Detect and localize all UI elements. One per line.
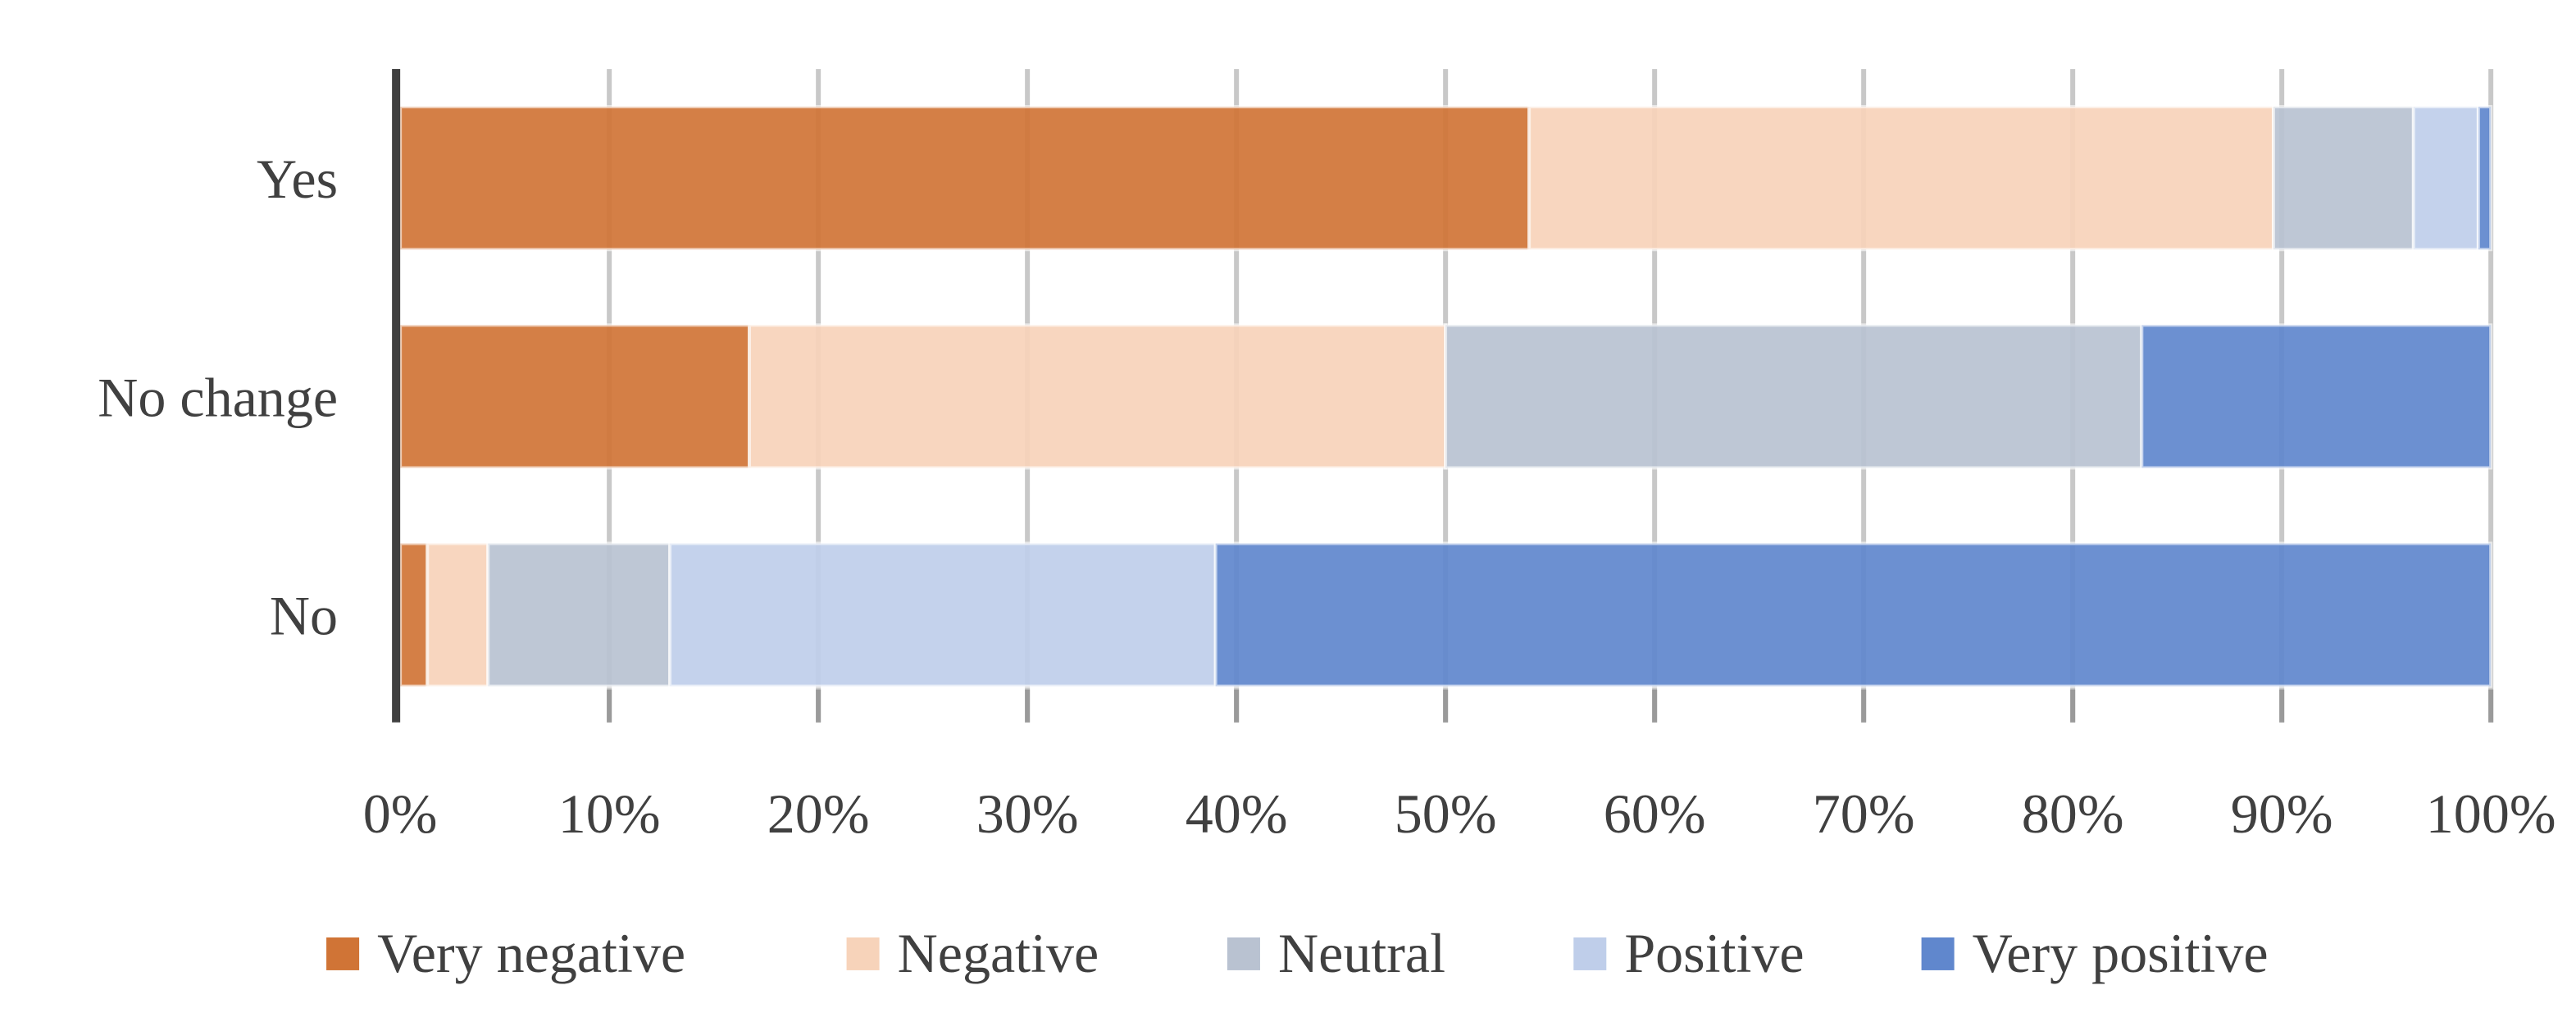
bar-segment-positive: [668, 541, 1217, 688]
legend-swatch: [1573, 937, 1607, 970]
legend-label: Positive: [1624, 922, 1804, 984]
legend-item: Negative: [846, 922, 1099, 984]
x-tick-label: 10%: [558, 782, 661, 845]
x-tick-label: 70%: [1813, 782, 1915, 845]
legend-swatch: [326, 937, 360, 970]
x-tick-labels: 0% 10% 20% 30% 40% 50% 60% 70% 80% 90% 100%: [363, 782, 2556, 845]
legend-swatch: [846, 937, 880, 970]
bar-segment-neutral: [2271, 105, 2415, 252]
x-tick-label: 30%: [976, 782, 1079, 845]
bar-segment-negative: [426, 541, 490, 688]
legend-label: Very negative: [377, 922, 685, 984]
bar-segment-very-negative: [398, 105, 1531, 252]
bar-segment-very-positive: [1213, 541, 2493, 688]
category-label: Yes: [257, 148, 338, 210]
category-label: No change: [98, 366, 338, 428]
bar-segment-positive: [2411, 105, 2480, 252]
legend-swatch: [1921, 937, 1955, 970]
legend-label: Very positive: [1973, 922, 2269, 984]
bars: [398, 105, 2493, 688]
bar-segment-neutral: [486, 541, 672, 688]
legend-label: Neutral: [1278, 922, 1445, 984]
bar-segment-very-negative: [398, 323, 751, 470]
legend-swatch: [1227, 937, 1260, 970]
x-tick-label: 80%: [2022, 782, 2124, 845]
legend-item: Very negative: [326, 922, 685, 984]
x-tick-label: 90%: [2231, 782, 2333, 845]
legend-label: Negative: [898, 922, 1099, 984]
x-tick-label: 0%: [363, 782, 438, 845]
legend-item: Positive: [1573, 922, 1805, 984]
category-label: No: [270, 585, 338, 647]
legend: Very negative Negative Neutral Positive Very…: [326, 922, 2269, 984]
bar-segment-negative: [747, 323, 1448, 470]
bar-segment-very-negative: [398, 541, 430, 688]
x-tick-label: 60%: [1604, 782, 1706, 845]
x-tick-label: 40%: [1186, 782, 1288, 845]
x-tick-label: 50%: [1395, 782, 1497, 845]
bar-segment-very-positive: [2476, 105, 2493, 252]
bar-segment-very-positive: [2140, 323, 2493, 470]
bar-segment-negative: [1527, 105, 2275, 252]
y-axis-line: [392, 69, 401, 723]
category-labels: Yes No change No: [98, 148, 338, 646]
legend-item: Neutral: [1227, 922, 1445, 984]
legend-item: Very positive: [1921, 922, 2269, 984]
bar-segment-neutral: [1444, 323, 2144, 470]
x-tick-label: 20%: [767, 782, 870, 845]
x-tick-label: 100%: [2426, 782, 2556, 845]
